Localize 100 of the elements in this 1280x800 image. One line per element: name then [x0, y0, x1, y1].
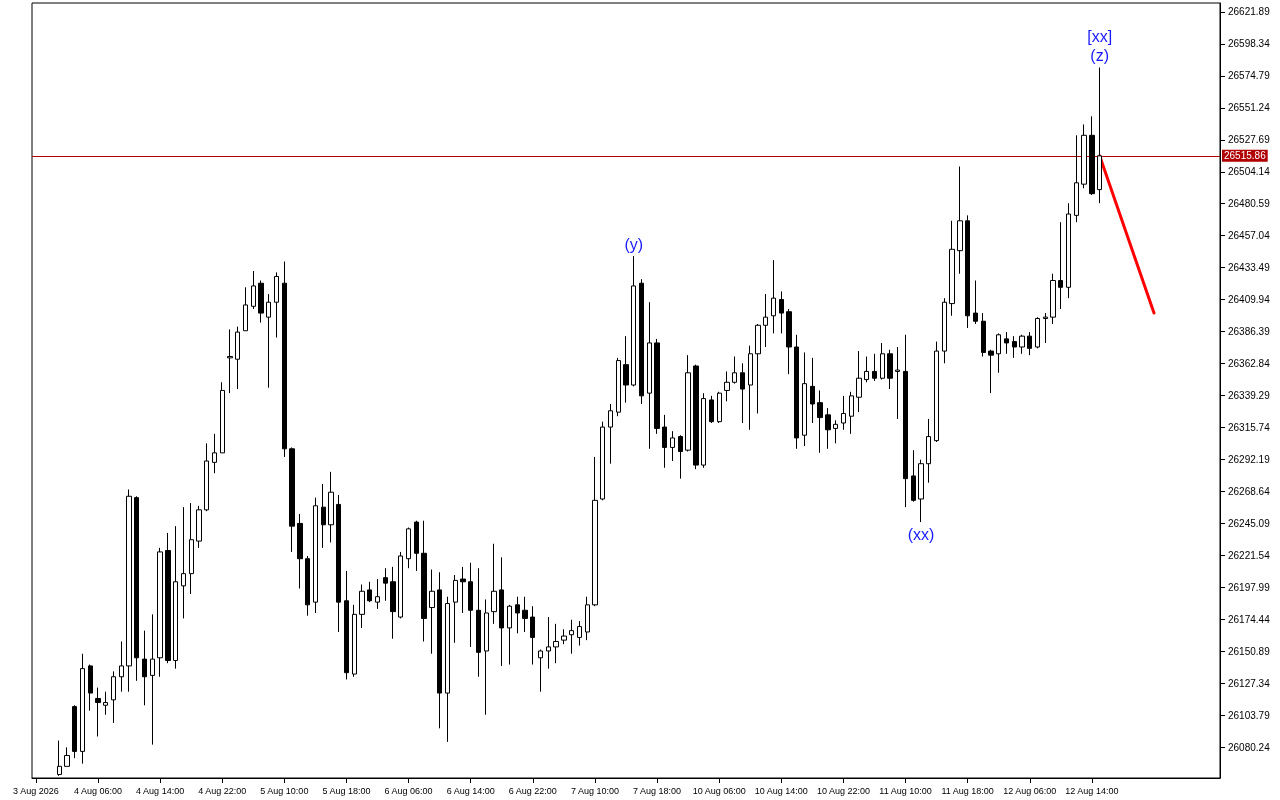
- candlestick: [849, 391, 854, 435]
- candlestick: [1074, 134, 1079, 223]
- y-tick-label: 26197.99: [1228, 581, 1271, 593]
- candlestick: [235, 326, 240, 390]
- candlestick: [810, 357, 815, 424]
- candlestick: [88, 664, 93, 712]
- candlestick: [608, 403, 613, 465]
- candlestick: [957, 166, 963, 275]
- candlestick: [1035, 316, 1040, 349]
- x-tick-label: 10 Aug 22:00: [816, 785, 870, 796]
- y-tick-label: 26292.19: [1228, 453, 1271, 465]
- candlestick: [825, 407, 831, 450]
- y-tick-label: 26362.84: [1228, 358, 1271, 370]
- candlestick: [561, 628, 567, 645]
- candlestick: [981, 312, 986, 358]
- candlestick: [864, 356, 869, 383]
- candlestick: [918, 459, 924, 523]
- candlestick: [934, 341, 939, 443]
- candlestick: [802, 351, 807, 447]
- candlestick: [685, 354, 691, 452]
- candlestick: [367, 581, 372, 603]
- candlestick: [111, 670, 116, 724]
- candlestick: [748, 345, 753, 431]
- x-tick-label: 12 Aug 14:00: [1065, 785, 1119, 796]
- y-tick-label: 26480.59: [1228, 198, 1271, 210]
- candlestick: [289, 446, 295, 553]
- candlestick: [126, 489, 132, 693]
- x-tick-label: 11 Aug 18:00: [941, 785, 994, 796]
- x-tick-label: 5 Aug 18:00: [322, 785, 371, 796]
- candlestick: [1097, 66, 1102, 204]
- y-tick-label: 26103.79: [1228, 709, 1271, 721]
- candlestick: [1066, 202, 1071, 299]
- candlestick: [383, 567, 388, 602]
- annotation: (xx): [907, 525, 935, 543]
- y-tick-label: 26409.94: [1228, 294, 1271, 306]
- y-tick-label: 26339.29: [1228, 389, 1271, 401]
- y-tick-label: 26174.44: [1228, 613, 1271, 625]
- candlestick: [538, 649, 543, 693]
- x-tick-label: 4 Aug 14:00: [136, 785, 185, 796]
- candlestick: [220, 381, 225, 454]
- candlestick: [375, 578, 380, 610]
- candlestick: [150, 613, 155, 746]
- candlestick: [274, 271, 279, 339]
- candlestick: [515, 596, 520, 634]
- y-tick-label: 26598.34: [1228, 38, 1271, 50]
- candlestick: [165, 532, 171, 664]
- candlestick: [779, 290, 784, 334]
- candlestick: [717, 391, 722, 424]
- candlestick: [662, 414, 667, 469]
- annotation: (z): [1090, 46, 1109, 64]
- candlestick: [911, 449, 916, 503]
- candlestick: [414, 520, 419, 572]
- candlestick: [1081, 123, 1087, 189]
- candlestick: [693, 364, 699, 470]
- candlestick: [763, 293, 768, 348]
- candlestick: [189, 502, 194, 595]
- candlestick: [266, 293, 271, 389]
- candlestick: [724, 370, 730, 402]
- y-tick-label: 26221.54: [1228, 549, 1271, 561]
- y-tick-label: 26080.24: [1228, 741, 1271, 753]
- candlestick: [359, 583, 365, 629]
- y-tick-label: 26574.79: [1228, 70, 1271, 82]
- candlestick: [80, 653, 85, 765]
- candlestick: [313, 497, 318, 614]
- candlestick: [647, 301, 652, 450]
- y-tick-label: 26127.34: [1228, 677, 1271, 689]
- y-tick-label: 26457.04: [1228, 230, 1271, 242]
- candlestick: [499, 556, 504, 667]
- candlestick: [157, 547, 163, 678]
- candlestick: [616, 357, 621, 417]
- candlestick: [1043, 312, 1048, 344]
- candlestick: [398, 551, 403, 619]
- candlestick: [344, 570, 349, 680]
- candlestick: [654, 338, 660, 435]
- candlestick: [530, 605, 535, 666]
- candlestick: [569, 619, 574, 655]
- candlestick: [1019, 334, 1025, 355]
- candlestick: [903, 334, 908, 508]
- x-tick-label: 4 Aug 06:00: [73, 785, 123, 796]
- x-tick-label: 7 Aug 10:00: [570, 785, 619, 796]
- candlestick: [585, 596, 590, 641]
- candlestick: [251, 270, 256, 310]
- x-tick-label: 6 Aug 14:00: [446, 785, 495, 796]
- candlestick: [592, 456, 598, 607]
- candlestick: [212, 433, 217, 474]
- candlestick: [507, 604, 512, 666]
- candlestick: [227, 328, 233, 394]
- candlestick: [880, 342, 885, 381]
- candlestick: [631, 255, 636, 387]
- y-tick-label: 26386.39: [1228, 326, 1271, 338]
- candlestick: [468, 562, 473, 648]
- x-tick-label: 12 Aug 06:00: [1003, 785, 1057, 796]
- candlestick: [297, 513, 303, 590]
- candlestick: [817, 389, 823, 454]
- candlestick: [1058, 221, 1063, 310]
- y-tick-label: 26551.24: [1228, 102, 1271, 114]
- x-tick-label: 6 Aug 22:00: [508, 785, 557, 796]
- candlestick: [119, 640, 124, 693]
- candlestick: [72, 704, 77, 759]
- candlestick: [973, 280, 978, 325]
